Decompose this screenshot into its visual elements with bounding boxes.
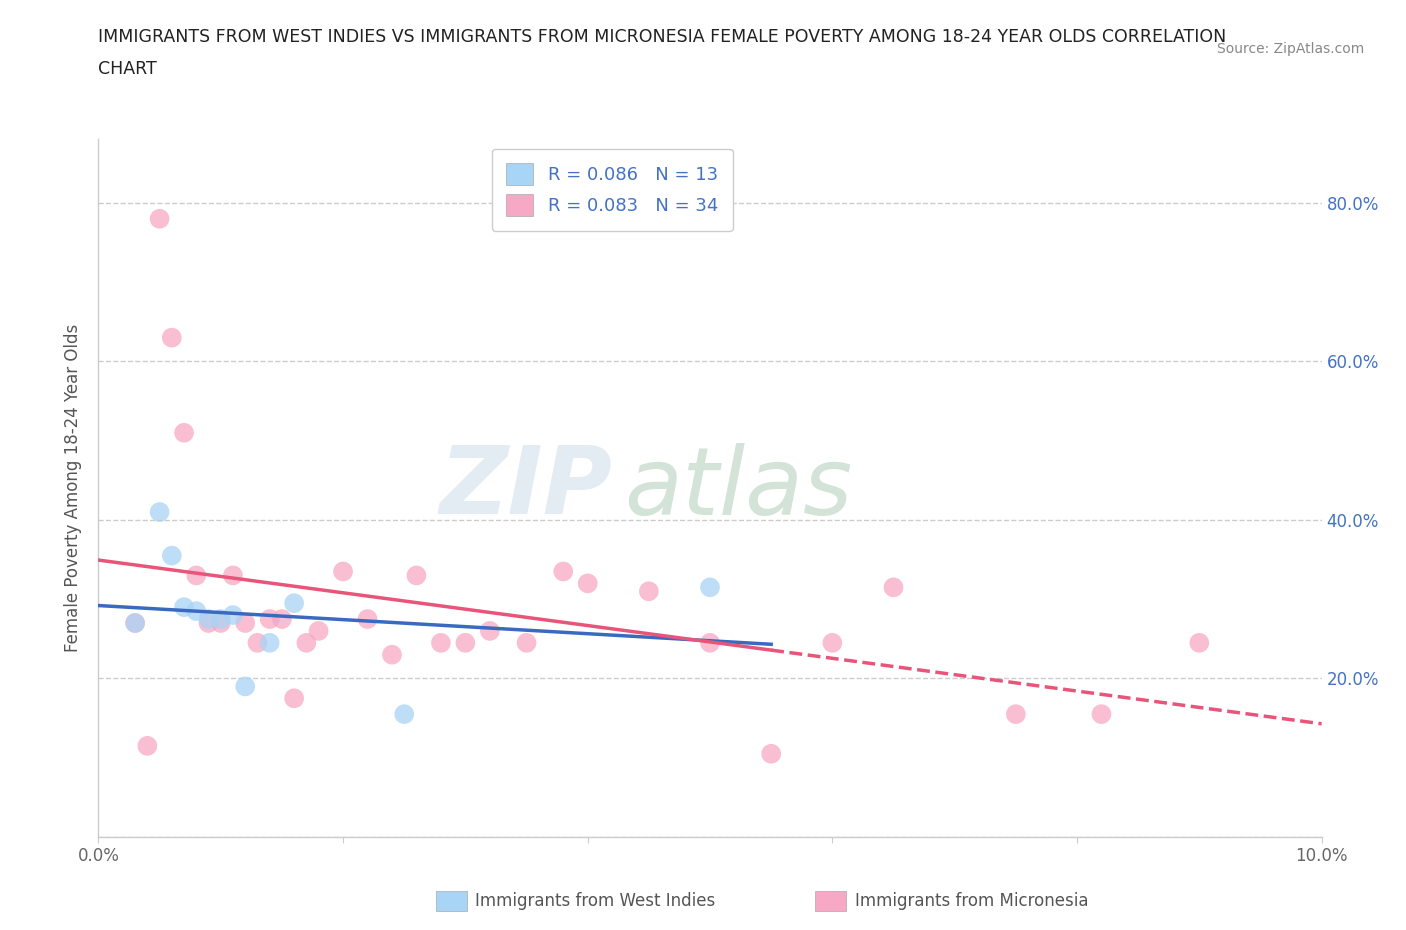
Text: atlas: atlas xyxy=(624,443,852,534)
Point xyxy=(759,747,782,762)
Point xyxy=(259,635,281,650)
Point xyxy=(209,612,232,627)
Point xyxy=(173,600,195,615)
Legend: R = 0.086   N = 13, R = 0.083   N = 34: R = 0.086 N = 13, R = 0.083 N = 34 xyxy=(492,149,733,231)
Text: ZIP: ZIP xyxy=(439,443,612,534)
Point xyxy=(381,647,404,662)
Text: Immigrants from West Indies: Immigrants from West Indies xyxy=(475,892,716,910)
Y-axis label: Female Poverty Among 18-24 Year Olds: Female Poverty Among 18-24 Year Olds xyxy=(65,325,83,652)
Point xyxy=(454,635,477,650)
Point xyxy=(270,612,292,627)
Text: Immigrants from Micronesia: Immigrants from Micronesia xyxy=(855,892,1088,910)
Text: CHART: CHART xyxy=(98,60,157,78)
Point xyxy=(160,548,183,563)
Point xyxy=(637,584,661,599)
Point xyxy=(149,505,172,520)
Point xyxy=(259,612,281,627)
Text: Source: ZipAtlas.com: Source: ZipAtlas.com xyxy=(1216,42,1364,56)
Point xyxy=(186,568,208,583)
Point xyxy=(149,211,172,226)
Point xyxy=(392,707,416,722)
Point xyxy=(883,580,905,595)
Point xyxy=(699,635,721,650)
Point xyxy=(1188,635,1211,650)
Point xyxy=(233,616,256,631)
Point xyxy=(222,568,245,583)
Point xyxy=(160,330,183,345)
Point xyxy=(516,635,538,650)
Point xyxy=(821,635,844,650)
Text: IMMIGRANTS FROM WEST INDIES VS IMMIGRANTS FROM MICRONESIA FEMALE POVERTY AMONG 1: IMMIGRANTS FROM WEST INDIES VS IMMIGRANT… xyxy=(98,28,1226,46)
Point xyxy=(699,580,721,595)
Point xyxy=(1090,707,1112,722)
Point xyxy=(478,623,501,638)
Point xyxy=(1004,707,1026,722)
Point xyxy=(124,616,146,631)
Point xyxy=(332,564,354,578)
Point xyxy=(173,425,195,440)
Point xyxy=(186,604,208,618)
Point xyxy=(430,635,453,650)
Point xyxy=(356,612,378,627)
Point xyxy=(209,616,232,631)
Point xyxy=(136,738,159,753)
Point xyxy=(222,607,245,622)
Point xyxy=(283,691,305,706)
Point xyxy=(197,616,219,631)
Point xyxy=(233,679,256,694)
Point xyxy=(576,576,599,591)
Point xyxy=(197,612,219,627)
Point xyxy=(308,623,330,638)
Point xyxy=(405,568,427,583)
Point xyxy=(283,596,305,611)
Point xyxy=(295,635,318,650)
Point xyxy=(124,616,146,631)
Point xyxy=(553,564,575,578)
Point xyxy=(246,635,269,650)
